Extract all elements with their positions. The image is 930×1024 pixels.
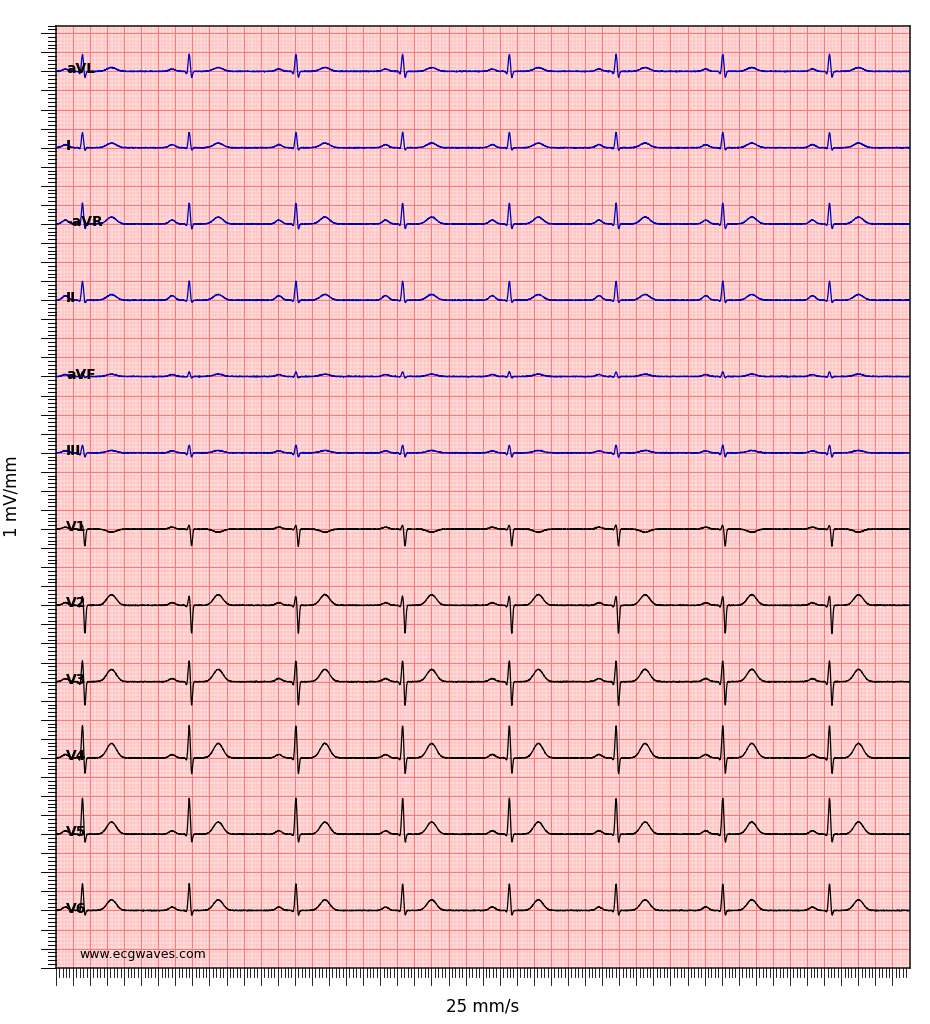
Text: V5: V5 xyxy=(66,825,86,840)
Text: -aVR: -aVR xyxy=(66,215,103,229)
Text: II: II xyxy=(66,291,76,305)
Text: III: III xyxy=(66,443,82,458)
Text: aVF: aVF xyxy=(66,368,96,382)
Text: aVL: aVL xyxy=(66,62,95,77)
Text: V2: V2 xyxy=(66,596,86,610)
Text: www.ecgwaves.com: www.ecgwaves.com xyxy=(80,948,206,962)
Text: V1: V1 xyxy=(66,520,86,535)
Text: 1 mV/mm: 1 mV/mm xyxy=(2,456,20,538)
Text: I: I xyxy=(66,138,72,153)
Text: V3: V3 xyxy=(66,673,86,687)
Text: V6: V6 xyxy=(66,901,86,915)
Text: V4: V4 xyxy=(66,749,86,763)
Text: 25 mm/s: 25 mm/s xyxy=(446,997,519,1016)
